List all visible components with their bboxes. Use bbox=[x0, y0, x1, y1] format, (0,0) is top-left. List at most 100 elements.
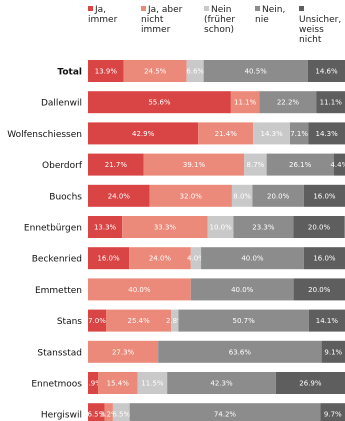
legend-item: Nein, nie bbox=[255, 5, 285, 25]
legend-label: Ja, aber nicht immer bbox=[141, 5, 183, 35]
legend-swatch bbox=[141, 6, 146, 11]
data-label: 22.2% bbox=[277, 99, 300, 107]
data-label: 24.0% bbox=[149, 255, 172, 263]
bar-segment bbox=[149, 184, 232, 207]
data-label: 16.0% bbox=[97, 255, 120, 263]
legend-item: Ja, aber nicht immer bbox=[141, 5, 182, 35]
legend-label: Nein (früher schon) bbox=[204, 5, 236, 35]
bar-segment bbox=[203, 60, 308, 82]
data-label: 15.4% bbox=[107, 380, 130, 388]
legend-label: Ja, immer bbox=[88, 5, 118, 25]
data-label: 13.3% bbox=[94, 224, 117, 232]
data-label: 2.8% bbox=[166, 317, 184, 325]
legend-label: Unsicher, weiss nicht bbox=[299, 15, 342, 45]
bar-segment bbox=[171, 309, 179, 332]
category-label: Emmetten bbox=[35, 286, 82, 296]
bar-segment bbox=[104, 403, 113, 421]
data-label: 33.3% bbox=[154, 224, 177, 232]
bar-segment bbox=[88, 184, 150, 207]
data-label: 16.0% bbox=[313, 255, 336, 263]
data-label: 8.0% bbox=[233, 192, 251, 200]
data-label: 21.7% bbox=[105, 161, 128, 169]
bar-segment bbox=[253, 122, 290, 145]
data-label: 4.0% bbox=[187, 255, 205, 263]
data-label: 42.3% bbox=[210, 380, 233, 388]
data-label: 14.3% bbox=[261, 130, 284, 138]
bar-segment bbox=[88, 372, 99, 394]
data-label: 26.9% bbox=[299, 380, 322, 388]
data-label: 39.1% bbox=[183, 161, 206, 169]
bar-segment bbox=[201, 247, 304, 270]
data-label: 9.7% bbox=[324, 411, 342, 419]
category-label: Beckenried bbox=[32, 255, 82, 265]
bar-segment bbox=[88, 122, 199, 145]
data-label: 11.5% bbox=[141, 380, 164, 388]
data-label: 6.5% bbox=[112, 411, 130, 419]
legend-label: Nein, nie bbox=[255, 5, 286, 25]
data-label: 23.3% bbox=[252, 224, 275, 232]
legend-swatch bbox=[255, 6, 260, 11]
data-label: 21.4% bbox=[215, 130, 238, 138]
bar-segment bbox=[167, 372, 276, 394]
data-label: 50.7% bbox=[232, 317, 255, 325]
data-label: 40.5% bbox=[245, 68, 268, 76]
bar-segment bbox=[88, 247, 130, 270]
data-label: 4.4% bbox=[330, 161, 345, 169]
bar-segment bbox=[88, 216, 123, 238]
data-label: 7.1% bbox=[290, 130, 308, 138]
bar-segment bbox=[137, 372, 168, 394]
bar-segment bbox=[129, 247, 191, 270]
bar-segment bbox=[290, 122, 309, 145]
bar-segment bbox=[88, 309, 106, 332]
data-label: 74.2% bbox=[214, 411, 237, 419]
legend-item: Nein (früher schon) bbox=[204, 5, 235, 35]
bar-segment bbox=[88, 153, 144, 176]
data-label: 6.5% bbox=[87, 411, 105, 419]
bar-segment bbox=[308, 122, 345, 145]
data-label: 11.1% bbox=[320, 99, 343, 107]
data-label: 6.6% bbox=[186, 68, 204, 76]
bar-segment bbox=[186, 60, 204, 82]
bar-segment bbox=[303, 184, 345, 207]
data-label: 20.0% bbox=[308, 286, 331, 294]
data-label: 24.0% bbox=[108, 192, 131, 200]
bar-segment bbox=[275, 372, 345, 394]
data-label: 14.1% bbox=[316, 317, 339, 325]
bar-segment bbox=[307, 60, 345, 82]
data-label: 7.0% bbox=[88, 317, 106, 325]
data-label: 24.5% bbox=[144, 68, 167, 76]
category-label: Oberdorf bbox=[42, 161, 83, 171]
bar-segment bbox=[231, 184, 253, 207]
data-label: 40.0% bbox=[231, 286, 254, 294]
category-label: Stansstad bbox=[37, 348, 82, 358]
category-label: Hergiswil bbox=[41, 411, 82, 421]
legend-swatch bbox=[299, 6, 304, 11]
data-label: 3.9% bbox=[84, 380, 102, 388]
bar-segment bbox=[190, 278, 294, 301]
data-label: 13.9% bbox=[95, 68, 118, 76]
category-label: Total bbox=[57, 68, 82, 78]
data-label: 26.1% bbox=[289, 161, 312, 169]
bar-segment bbox=[266, 153, 334, 176]
bar-segment bbox=[122, 216, 208, 238]
bar-segment bbox=[88, 403, 105, 421]
data-label: 10.0% bbox=[209, 224, 232, 232]
bar-segment bbox=[112, 403, 130, 421]
bar-segment bbox=[233, 216, 294, 238]
data-label: 42.9% bbox=[132, 130, 155, 138]
bar-segment bbox=[333, 153, 345, 176]
bar-segment bbox=[98, 372, 138, 394]
bar-segment bbox=[88, 278, 191, 301]
category-label: Buochs bbox=[49, 192, 82, 202]
bar-segment bbox=[293, 278, 345, 301]
data-label: 40.0% bbox=[241, 255, 264, 263]
bar-segment bbox=[190, 247, 202, 270]
bar-segment bbox=[244, 153, 267, 176]
bar-segment bbox=[88, 60, 124, 82]
data-label: 25.4% bbox=[128, 317, 151, 325]
data-label: 27.3% bbox=[112, 348, 135, 356]
category-label: Stans bbox=[57, 317, 82, 327]
bar-segment bbox=[321, 340, 345, 363]
data-label: 40.0% bbox=[128, 286, 151, 294]
